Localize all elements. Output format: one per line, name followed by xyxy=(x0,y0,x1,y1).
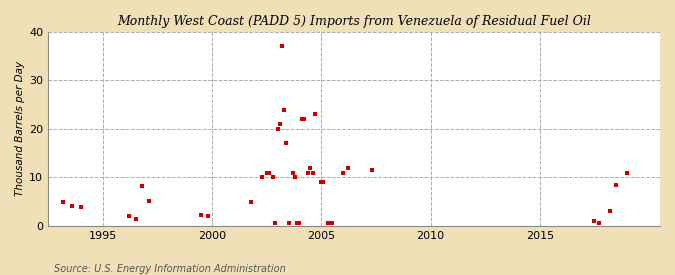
Point xyxy=(58,199,69,204)
Point xyxy=(342,166,353,170)
Point xyxy=(202,214,213,218)
Point xyxy=(316,180,327,185)
Point xyxy=(279,107,290,112)
Point xyxy=(274,122,285,126)
Point xyxy=(611,183,622,187)
Point xyxy=(309,112,320,117)
Point xyxy=(318,180,329,185)
Text: Source: U.S. Energy Information Administration: Source: U.S. Energy Information Administ… xyxy=(54,264,286,274)
Point xyxy=(290,175,300,180)
Point xyxy=(292,221,302,226)
Point xyxy=(298,117,309,122)
Point xyxy=(263,170,274,175)
Point xyxy=(67,204,78,209)
Point xyxy=(604,209,615,214)
Point xyxy=(305,166,316,170)
Point xyxy=(196,213,207,218)
Point xyxy=(143,199,154,203)
Point xyxy=(261,170,272,175)
Point xyxy=(283,221,294,226)
Point xyxy=(296,117,307,122)
Point xyxy=(303,170,314,175)
Point xyxy=(338,170,348,175)
Point xyxy=(270,221,281,226)
Point xyxy=(294,221,305,226)
Point xyxy=(593,221,604,226)
Point xyxy=(137,184,148,188)
Point xyxy=(327,221,338,226)
Point xyxy=(281,141,292,146)
Point xyxy=(272,127,283,131)
Point xyxy=(323,221,333,226)
Point xyxy=(366,168,377,172)
Point xyxy=(268,175,279,180)
Point xyxy=(124,214,134,218)
Point xyxy=(622,170,632,175)
Point xyxy=(277,44,288,49)
Point xyxy=(589,219,600,223)
Point xyxy=(257,175,268,180)
Point xyxy=(76,205,86,210)
Y-axis label: Thousand Barrels per Day: Thousand Barrels per Day xyxy=(15,61,25,196)
Point xyxy=(130,216,141,221)
Point xyxy=(307,170,318,175)
Point xyxy=(246,199,256,204)
Point xyxy=(288,170,298,175)
Title: Monthly West Coast (PADD 5) Imports from Venezuela of Residual Fuel Oil: Monthly West Coast (PADD 5) Imports from… xyxy=(117,15,591,28)
